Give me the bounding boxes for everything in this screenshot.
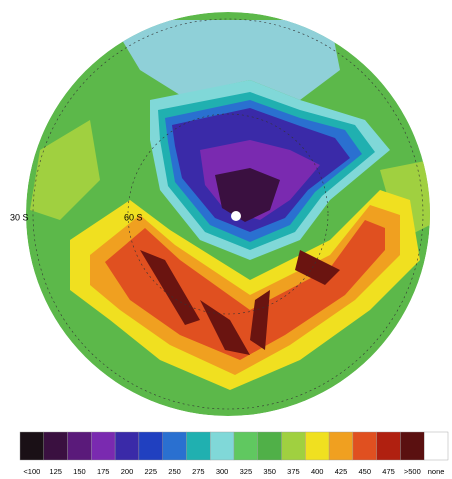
legend-swatch (329, 432, 353, 460)
legend-swatch (20, 432, 44, 460)
legend-label: 300 (216, 467, 229, 476)
latitude-label: 30 S (10, 212, 29, 222)
legend-swatch (163, 432, 187, 460)
legend-label: <100 (23, 467, 40, 476)
legend-swatch (305, 432, 329, 460)
legend-swatch (68, 432, 92, 460)
legend-label: 150 (73, 467, 86, 476)
color-legend: <100 125 150 175 200 225 250 275 300 325 350 375 400… (20, 432, 448, 476)
legend-label: 475 (382, 467, 395, 476)
legend-label: 425 (335, 467, 348, 476)
legend-label: 350 (263, 467, 276, 476)
latitude-label: 60 S (124, 212, 143, 222)
legend-label: 325 (240, 467, 253, 476)
legend-swatch (377, 432, 401, 460)
legend-label: 275 (192, 467, 205, 476)
legend-swatch (258, 432, 282, 460)
legend-label: 400 (311, 467, 324, 476)
legend-label: >500 (404, 467, 421, 476)
legend-label: none (428, 467, 445, 476)
legend-swatch (186, 432, 210, 460)
legend-label: 175 (97, 467, 110, 476)
legend-swatch (44, 432, 68, 460)
polar-map (26, 12, 440, 416)
legend-swatch (139, 432, 163, 460)
legend-swatch (210, 432, 234, 460)
legend-label: 200 (121, 467, 134, 476)
legend-swatch (400, 432, 424, 460)
legend-swatch (91, 432, 115, 460)
pole-marker (231, 211, 241, 221)
legend-label: 125 (49, 467, 62, 476)
legend-swatch (424, 432, 448, 460)
legend-swatch (234, 432, 258, 460)
legend-label: 375 (287, 467, 300, 476)
legend-label: 450 (359, 467, 372, 476)
legend-swatch (282, 432, 306, 460)
legend-label: 250 (168, 467, 181, 476)
ozone-map-figure: 30 S 60 S <100 125 150 175 200 225 250 275 300 32… (0, 0, 452, 479)
legend-swatch (353, 432, 377, 460)
legend-swatch (115, 432, 139, 460)
legend-label: 225 (145, 467, 158, 476)
